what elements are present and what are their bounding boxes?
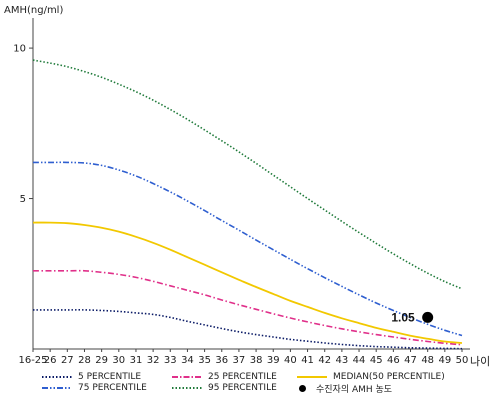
patient-amh-point (422, 311, 434, 323)
x-tick-label: 31 (130, 355, 143, 366)
chart-data-points: 1.05 (391, 310, 434, 324)
x-tick-label: 30 (112, 355, 125, 366)
legend-label: MEDIAN(50 PERCENTILE) (333, 372, 445, 382)
x-tick-label: 39 (267, 355, 280, 366)
x-tick-label: 28 (78, 355, 91, 366)
x-axis-unit-label: 나이 (470, 355, 490, 368)
x-tick-label: 36 (215, 355, 228, 366)
x-tick-label: 50 (456, 355, 469, 366)
y-axis-label: AMH(ng/ml) (4, 5, 63, 16)
legend-swatch (172, 387, 202, 389)
legend-swatch (42, 387, 72, 389)
x-tick-label: 44 (353, 355, 366, 366)
x-tick-label: 37 (233, 355, 246, 366)
legend-swatch (297, 376, 327, 378)
legend-item-95-percentile: 95 PERCENTILE (170, 382, 277, 394)
series-line-median-50-percentile (32, 221, 463, 344)
x-tick-label: 26 (44, 355, 57, 366)
x-tick-label: 16-25 (18, 355, 47, 366)
series-line-75-percentile (32, 161, 463, 337)
legend-item-25-percentile: 25 PERCENTILE (170, 371, 277, 383)
x-tick-label: 45 (370, 355, 383, 366)
legend-label: 25 PERCENTILE (208, 372, 277, 382)
chart-legend: 5 PERCENTILE 75 PERCENTILE 25 PERCENTILE… (30, 371, 500, 399)
x-tick-label: 29 (95, 355, 108, 366)
legend-swatch (42, 376, 72, 378)
series-line-25-percentile (32, 269, 463, 346)
x-tick-label: 35 (198, 355, 211, 366)
legend-item-5-percentile: 5 PERCENTILE (40, 371, 141, 383)
legend-label: 95 PERCENTILE (208, 383, 277, 393)
chart-series-lines (32, 59, 463, 350)
patient-dot-icon (299, 384, 306, 392)
y-tick-label: 10 (13, 44, 26, 55)
x-tick-label: 43 (336, 355, 349, 366)
patient-amh-label: 1.05 (391, 310, 415, 324)
legend-swatch (172, 376, 202, 378)
x-tick-label: 32 (147, 355, 160, 366)
legend-item-median: MEDIAN(50 PERCENTILE) (295, 371, 445, 383)
x-tick-label: 48 (421, 355, 434, 366)
legend-label: 75 PERCENTILE (78, 383, 147, 393)
chart-axes (29, 18, 470, 352)
x-tick-label: 46 (387, 355, 400, 366)
series-line-5-percentile (32, 309, 463, 350)
legend-label: 수진자의 AMH 농도 (316, 384, 393, 395)
y-tick-label: 5 (20, 194, 26, 205)
legend-item-75-percentile: 75 PERCENTILE (40, 382, 147, 394)
x-tick-label: 49 (438, 355, 451, 366)
x-tick-label: 38 (250, 355, 263, 366)
x-tick-label: 34 (181, 355, 194, 366)
x-tick-label: 41 (301, 355, 314, 366)
legend-item-patient: 수진자의 AMH 농도 (295, 382, 393, 395)
series-line-95-percentile (32, 59, 463, 290)
x-tick-label: 47 (404, 355, 417, 366)
x-tick-label: 42 (318, 355, 331, 366)
legend-label: 5 PERCENTILE (78, 372, 142, 382)
x-tick-label: 33 (164, 355, 177, 366)
x-tick-label: 40 (284, 355, 297, 366)
x-tick-label: 27 (61, 355, 74, 366)
